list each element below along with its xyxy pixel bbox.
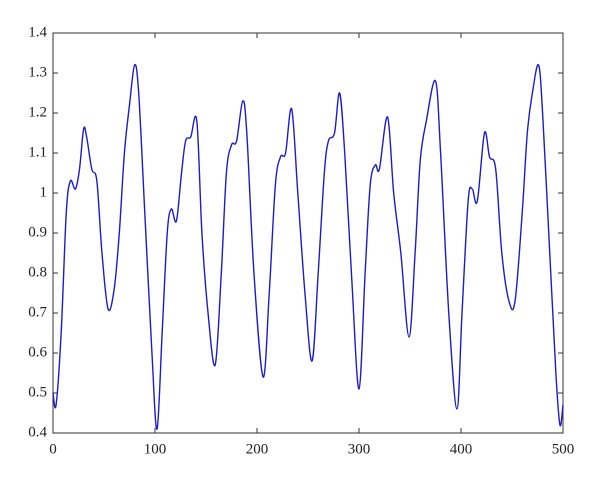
y-tick-label: 0.5 xyxy=(28,384,47,400)
y-tick-label: 0.9 xyxy=(28,224,47,240)
y-tick-label: 0.7 xyxy=(28,304,47,320)
x-tick-label: 200 xyxy=(246,441,269,457)
data-line xyxy=(52,63,564,430)
y-tick-label: 1.2 xyxy=(28,104,47,120)
x-tick-label: 300 xyxy=(348,441,371,457)
x-tick-label: 500 xyxy=(552,441,575,457)
y-tick-label: 1.3 xyxy=(28,64,47,80)
y-tick-label: 1 xyxy=(40,184,48,200)
y-tick-label: 0.8 xyxy=(28,264,47,280)
x-tick-label: 100 xyxy=(144,441,167,457)
x-tick-label: 400 xyxy=(450,441,473,457)
y-tick-label: 0.6 xyxy=(28,344,47,360)
y-tick-label: 1.1 xyxy=(28,144,47,160)
plot-frame xyxy=(52,32,564,434)
y-tick-label: 1.4 xyxy=(28,24,47,40)
x-tick-label: 0 xyxy=(49,441,57,457)
y-tick-label: 0.4 xyxy=(28,424,47,440)
